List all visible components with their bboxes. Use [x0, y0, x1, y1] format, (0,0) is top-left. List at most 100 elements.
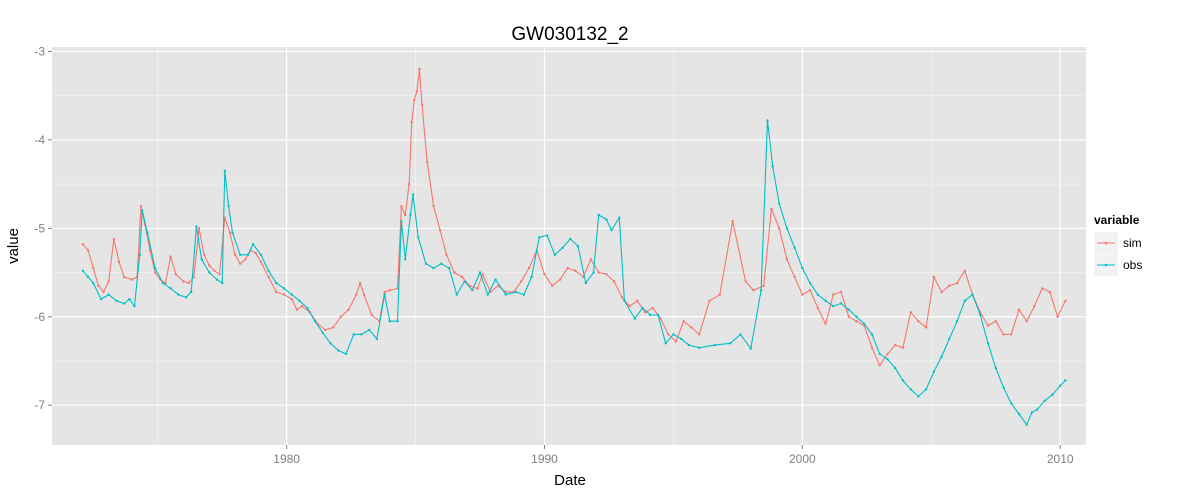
y-tick-label: -7	[34, 398, 45, 412]
data-point-obs	[388, 320, 391, 323]
data-point-sim	[566, 266, 569, 270]
series-layer	[81, 67, 1067, 426]
y-tick-label: -6	[34, 310, 45, 324]
data-point-obs	[801, 266, 804, 270]
data-point-sim	[228, 231, 232, 234]
data-point-obs	[932, 370, 936, 373]
data-point-obs	[576, 244, 580, 248]
data-point-sim	[643, 311, 647, 314]
data-point-obs	[177, 293, 180, 296]
data-point-sim	[770, 207, 773, 211]
data-point-sim	[808, 289, 812, 292]
data-point-obs	[623, 299, 626, 302]
data-point-sim	[886, 352, 889, 356]
data-point-sim	[192, 275, 195, 279]
data-point-sim	[130, 278, 134, 281]
data-point-sim	[324, 328, 327, 332]
data-point-sim	[169, 255, 172, 258]
data-point-obs	[375, 337, 379, 341]
data-point-sim	[460, 275, 464, 279]
data-point-sim	[123, 275, 126, 279]
data-point-obs	[994, 366, 997, 370]
data-point-sim	[164, 281, 167, 285]
data-point-sim	[636, 299, 639, 302]
data-point-sim	[1025, 320, 1028, 323]
data-point-sim	[410, 121, 413, 124]
data-point-obs	[128, 297, 131, 301]
data-point-obs	[184, 296, 188, 299]
x-axis: 1980 1990 2000 2010	[273, 445, 1074, 466]
data-point-obs	[924, 388, 928, 391]
data-point-obs	[321, 331, 324, 334]
data-point-sim	[731, 220, 734, 223]
data-point-sim	[1002, 333, 1005, 336]
data-point-obs	[404, 258, 407, 261]
data-point-obs	[793, 246, 796, 249]
series-obs	[81, 119, 1067, 426]
data-point-obs	[251, 243, 255, 246]
data-point-obs	[759, 289, 763, 292]
data-point-obs	[86, 275, 90, 279]
data-point-sim	[574, 269, 577, 272]
data-point-sim	[667, 333, 670, 336]
data-point-obs	[698, 346, 701, 349]
data-point-obs	[411, 193, 415, 196]
data-point-obs	[141, 209, 144, 212]
data-point-obs	[494, 278, 497, 281]
data-point-obs	[863, 322, 866, 325]
data-point-obs	[115, 299, 118, 302]
data-point-obs	[955, 320, 959, 323]
data-point-sim	[86, 249, 90, 252]
y-tick-label: -3	[34, 44, 45, 58]
data-point-obs	[986, 342, 990, 345]
data-point-sim	[901, 346, 905, 349]
data-point-obs	[1017, 412, 1021, 416]
data-point-obs	[530, 275, 533, 279]
data-point-sim	[218, 273, 221, 276]
data-point-sim	[504, 290, 507, 294]
data-point-obs	[808, 281, 812, 285]
data-point-obs	[847, 308, 850, 311]
data-point-sim	[878, 364, 881, 367]
data-point-sim	[208, 264, 211, 267]
data-point-sim	[955, 281, 959, 285]
data-point-obs	[839, 302, 843, 305]
data-point-sim	[612, 280, 616, 283]
data-point-sim	[362, 293, 366, 296]
data-point-obs	[584, 281, 587, 285]
data-point-obs	[940, 355, 943, 358]
data-point-obs	[440, 262, 443, 265]
data-point-sim	[940, 290, 943, 294]
data-point-sim	[894, 343, 897, 347]
legend: variable sim obs	[1093, 213, 1142, 277]
data-point-sim	[651, 306, 654, 310]
data-point-sim	[801, 293, 804, 296]
data-point-sim	[358, 281, 362, 285]
data-point-obs	[553, 253, 556, 256]
data-point-obs	[1030, 411, 1034, 414]
data-point-sim	[986, 324, 990, 327]
data-point-sim	[785, 258, 789, 261]
x-tick-label: 2010	[1047, 452, 1074, 466]
data-point-obs	[522, 293, 526, 296]
data-point-sim	[708, 299, 711, 302]
data-point-sim	[153, 271, 157, 274]
data-point-sim	[597, 271, 600, 274]
data-point-obs	[979, 313, 982, 317]
data-point-obs	[200, 258, 203, 261]
data-point-sim	[682, 320, 685, 323]
data-point-obs	[633, 317, 636, 320]
data-point-obs	[400, 220, 403, 223]
data-point-sim	[744, 280, 747, 283]
data-point-sim	[839, 290, 843, 294]
data-point-sim	[388, 289, 391, 292]
data-point-sim	[92, 266, 95, 270]
data-point-obs	[360, 333, 363, 336]
data-point-sim	[415, 90, 419, 93]
data-point-obs	[592, 271, 595, 274]
data-point-obs	[713, 343, 716, 347]
data-point-obs	[81, 269, 85, 272]
data-point-obs	[1059, 384, 1062, 387]
data-point-sim	[963, 269, 966, 272]
y-axis-title: value	[5, 228, 22, 264]
